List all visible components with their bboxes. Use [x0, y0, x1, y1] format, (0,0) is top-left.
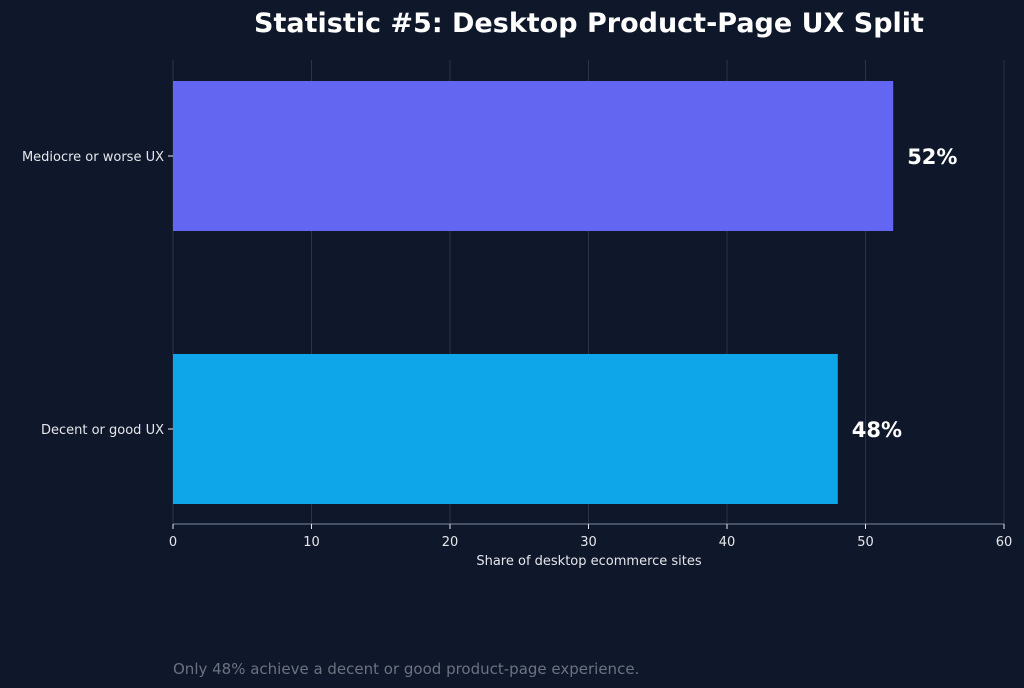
bar-1: [173, 354, 838, 504]
axes: Mediocre or worse UX Decent or good UX 0 10…: [22, 150, 1012, 550]
x-tick-label-3: 30: [580, 535, 597, 550]
y-tick-label-1: Decent or good UX: [41, 423, 164, 438]
chart-title: Statistic #5: Desktop Product-Page UX Sp…: [254, 8, 924, 39]
bar-value-label-0: 52%: [907, 145, 957, 169]
bar-0: [173, 81, 894, 231]
bars: 52% 48%: [173, 81, 957, 504]
y-tick-label-0: Mediocre or worse UX: [22, 150, 164, 165]
x-tick-label-4: 40: [719, 535, 736, 550]
x-tick-label-1: 10: [303, 535, 320, 550]
x-tick-label-5: 50: [857, 535, 874, 550]
x-tick-label-0: 0: [169, 535, 177, 550]
x-tick-label-6: 60: [996, 535, 1013, 550]
x-tick-label-2: 20: [442, 535, 459, 550]
chart-footnote: Only 48% achieve a decent or good produc…: [173, 660, 639, 678]
x-axis-label: Share of desktop ecommerce sites: [476, 554, 702, 569]
bar-value-label-1: 48%: [852, 418, 902, 442]
